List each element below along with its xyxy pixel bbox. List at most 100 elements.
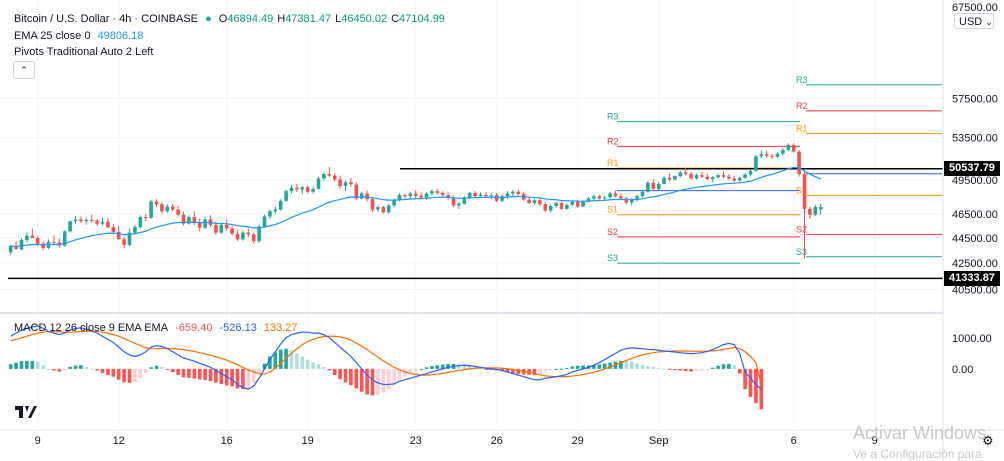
candle [700,171,704,178]
legend-collapse-button[interactable]: ⌃ [13,61,35,79]
x-tick-label: 16 [221,435,233,447]
macd-hist-bar [716,365,720,369]
candle-body [808,208,812,215]
candle [543,201,548,212]
candle [305,185,310,194]
candle [608,191,612,199]
candle [197,218,202,232]
candle-body [786,144,791,151]
macd-legend: MACD 12 26 close 9 EMA EMA -659.40 -526.… [14,322,302,334]
candle-body [770,155,774,157]
macd-hist-bar [446,363,450,369]
macd-hist-bar [592,365,596,369]
candle-body [619,196,623,199]
candle-body [41,243,45,248]
candle [338,175,342,189]
settings-gear-icon[interactable]: ⚙ [982,433,994,448]
macd-hist-value: 133.27 [263,322,298,334]
candle [160,202,164,214]
candle-body [106,221,110,228]
pivot-label-r3: R3 [607,112,619,122]
x-tick-label: 12 [113,435,125,447]
candle [743,172,747,179]
candle-body [235,233,240,240]
candle-body [678,172,683,177]
candle [705,174,710,181]
y-tick-label: 42500.00 [952,258,998,270]
macd-hist-bar [133,368,137,382]
macd-hist-bar [322,367,326,369]
macd-hist-bar [149,367,153,369]
candle-body [424,193,429,198]
macd-hist-bar [678,368,683,371]
candle-body [95,220,99,224]
candle-body [268,211,272,217]
y-tick-label: 46500.00 [952,209,998,221]
candle-body [511,191,515,194]
macd-hist-bar [754,368,758,404]
candle-body [359,193,364,199]
macd-hist-bar [262,363,267,369]
candle [678,170,683,178]
candle-body [257,226,261,242]
candle [359,191,364,200]
macd-hist-bar [235,368,240,389]
candle-body [8,246,13,253]
macd-hist-bar [127,368,132,383]
macd-hist-bar [35,361,40,369]
candle [376,205,380,212]
candle-body [489,195,494,197]
candle [154,199,159,208]
macd-hist-bar [673,368,677,370]
candle-body [462,197,467,204]
candle-body [413,193,418,196]
candle [597,194,602,200]
macd-lines [10,325,762,390]
ohlc-values: O46894.49 H47381.47 L46450.02 C47104.99 [219,13,449,25]
tradingview-logo-icon[interactable] [15,406,37,421]
candle [122,236,126,248]
candle [19,238,24,251]
candle [25,232,29,243]
macd-hist-bar [484,368,488,370]
macd-hist-bar [143,368,148,373]
candle [241,230,245,241]
candle [511,190,515,197]
candle-body [246,232,251,235]
candle-body [305,187,310,192]
candle-body [68,221,72,232]
candle-body [181,214,186,224]
macd-hist-bar [710,367,715,369]
candle [683,168,688,176]
candle-body [727,176,731,179]
candle [95,218,99,226]
currency-select[interactable]: USD ⌄ [954,13,994,29]
candle-body [532,200,537,204]
candle [278,199,283,211]
pivot-label-r1: R1 [796,124,808,134]
ema-line [10,166,821,247]
macd-hist-bar [332,368,337,376]
candle [808,206,812,219]
candle-body [651,182,656,189]
candle-body [354,184,359,199]
macd-hist-bar [165,368,170,370]
candle-body [365,193,369,200]
macd-hist-bar [84,366,89,369]
candle [149,199,153,219]
candle-body [635,196,639,200]
ohlc-label: L [335,13,342,25]
macd-hist-bar [624,361,629,369]
candle [84,217,89,225]
candle-body [327,174,332,176]
candle-body [700,175,704,177]
candle [251,232,256,244]
candle [262,214,267,228]
grid-lines [0,97,943,290]
candle [327,166,332,177]
candle-body [781,150,785,154]
candle [349,177,353,187]
candle-body [311,188,315,192]
currency-label: USD [959,16,983,28]
